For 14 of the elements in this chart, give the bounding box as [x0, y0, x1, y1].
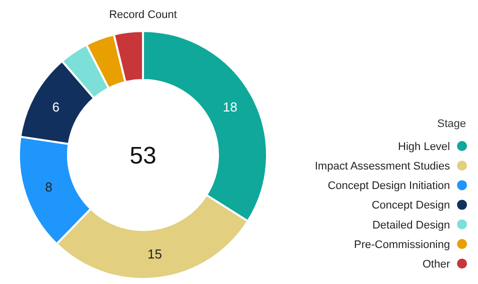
data-label: 6 [52, 100, 60, 115]
legend-label: Impact Assessment Studies [314, 160, 450, 172]
legend-label: Detailed Design [372, 219, 450, 232]
data-label: 15 [148, 246, 162, 262]
legend-label: Pre-Commissioning [354, 238, 450, 251]
chart-title: Record Count [109, 9, 177, 21]
legend-label: High Level [398, 140, 450, 153]
legend-label: Concept Design Initiation [328, 180, 450, 192]
legend-title: Stage [437, 118, 466, 130]
text: 53 [130, 142, 156, 170]
data-label: 8 [45, 179, 52, 194]
legend-label: Concept Design [372, 200, 450, 212]
data-label: 18 [222, 100, 238, 115]
legend-label: Other [422, 258, 450, 270]
